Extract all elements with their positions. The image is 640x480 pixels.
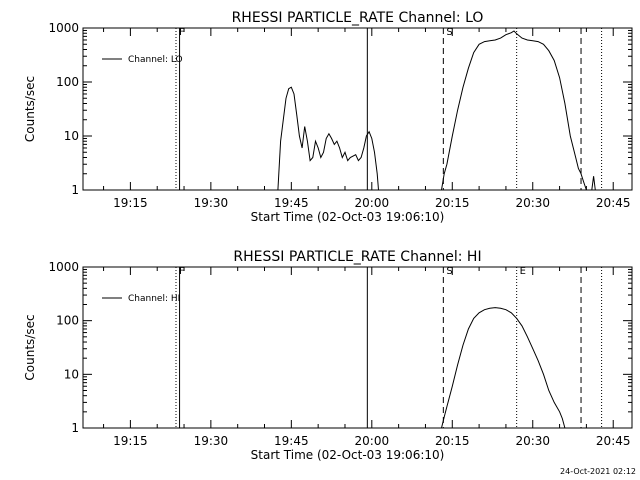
y-axis-label: Counts/sec [23,314,37,380]
y-tick-label: 100 [56,314,79,328]
series-line [591,176,596,191]
x-tick-label: 19:15 [113,434,148,448]
x-tick-label: 19:30 [194,434,229,448]
event-marker-label: E [520,266,526,277]
x-tick-label: 20:15 [435,196,470,210]
series-line [441,30,587,191]
y-tick-label: 1 [71,421,79,435]
x-axis-label: Start Time (02-Oct-03 19:06:10) [251,210,445,224]
event-marker-label: F [179,266,185,277]
event-marker-label: S [446,27,452,38]
x-tick-label: 20:00 [355,434,390,448]
x-tick-label: 20:30 [515,434,550,448]
x-tick-label: 20:45 [596,434,631,448]
legend-entry: Channel: LO [128,55,183,65]
series-line [441,307,566,429]
x-tick-label: 20:45 [596,196,631,210]
x-tick-label: 19:45 [274,434,309,448]
event-marker-label: S [446,266,452,277]
event-marker-label: F [179,27,185,38]
x-tick-label: 20:30 [515,196,550,210]
plot-frame [82,27,633,191]
series-line [277,86,379,191]
plot-timestamp: 24-Oct-2021 02:12 [560,467,636,476]
chart-panel-hi: RHESSI PARTICLE_RATE Channel: HI 1 10 100 10… [23,249,633,462]
y-tick-label: 1 [71,183,79,197]
chart-panel-lo: RHESSI PARTICLE_RATE Channel: LO 1 10 100 10… [23,10,633,224]
y-tick-label: 10 [64,129,79,143]
y-tick-label: 100 [56,75,79,89]
chart-title: RHESSI PARTICLE_RATE Channel: LO [232,10,484,26]
x-tick-label: 19:30 [194,196,229,210]
y-tick-label: 1000 [48,260,79,274]
chart-title: RHESSI PARTICLE_RATE Channel: HI [233,249,481,265]
x-tick-label: 20:15 [435,434,470,448]
y-tick-label: 10 [64,367,79,381]
x-axis-label: Start Time (02-Oct-03 19:06:10) [251,448,445,462]
x-tick-label: 20:00 [355,196,390,210]
plot-frame [82,266,633,429]
x-tick-label: 19:45 [274,196,309,210]
y-tick-label: 1000 [48,21,79,35]
x-tick-label: 19:15 [113,196,148,210]
y-axis-label: Counts/sec [23,76,37,142]
legend-entry: Channel: HI [128,294,180,304]
